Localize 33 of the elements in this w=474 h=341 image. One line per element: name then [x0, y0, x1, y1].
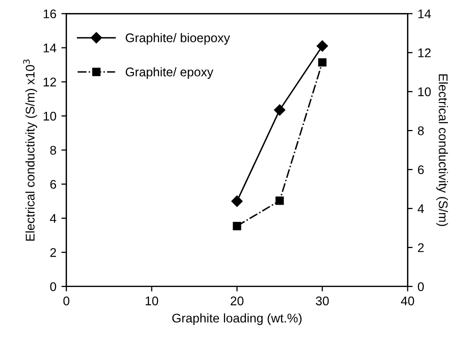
- y2-tick-label: 2: [418, 243, 424, 252]
- x-tick-label: 20: [230, 296, 244, 306]
- y2-tick-label: 10: [418, 87, 431, 96]
- y2-tick-label: 8: [418, 126, 424, 136]
- y-tick-label: 12: [44, 78, 56, 86]
- x-tick-label: 10: [146, 296, 158, 306]
- y-tick-label: 2: [50, 248, 56, 257]
- y-tick-label: 4: [50, 214, 56, 223]
- y-tick-label: 10: [44, 112, 56, 121]
- x-axis-title: Graphite loading (wt.%): [172, 313, 302, 326]
- x-tick-label: 0: [63, 296, 70, 306]
- x-tick-label: 30: [316, 296, 329, 306]
- y2-tick-label: 12: [418, 48, 431, 58]
- y2-tick-label: 0: [418, 282, 424, 292]
- y-tick-label: 6: [50, 180, 56, 189]
- y-tick-label: 16: [44, 9, 56, 18]
- point: [231, 196, 243, 207]
- legend-label: Graphite/ bioepoxy: [126, 33, 230, 45]
- y-axis-title: Electrical conductivity (S/m) x10$^{3}$: [23, 60, 38, 241]
- point: [316, 40, 328, 52]
- y2-tick-label: 14: [418, 10, 431, 18]
- x-tick-label: 40: [400, 296, 414, 306]
- y-tick-label: 14: [44, 44, 56, 52]
- point: [232, 222, 242, 230]
- y2-tick-label: 6: [418, 165, 424, 174]
- y2-tick-label: 4: [418, 204, 424, 214]
- legend-label: Graphite/ epoxy: [126, 67, 214, 79]
- point: [318, 58, 326, 67]
- y-tick-label: 8: [50, 146, 56, 155]
- y2-axis-title: Electrical conductivity (S/m): [436, 74, 448, 226]
- y-tick-label: 0: [50, 282, 56, 292]
- point: [275, 196, 284, 205]
- point: [274, 104, 286, 116]
